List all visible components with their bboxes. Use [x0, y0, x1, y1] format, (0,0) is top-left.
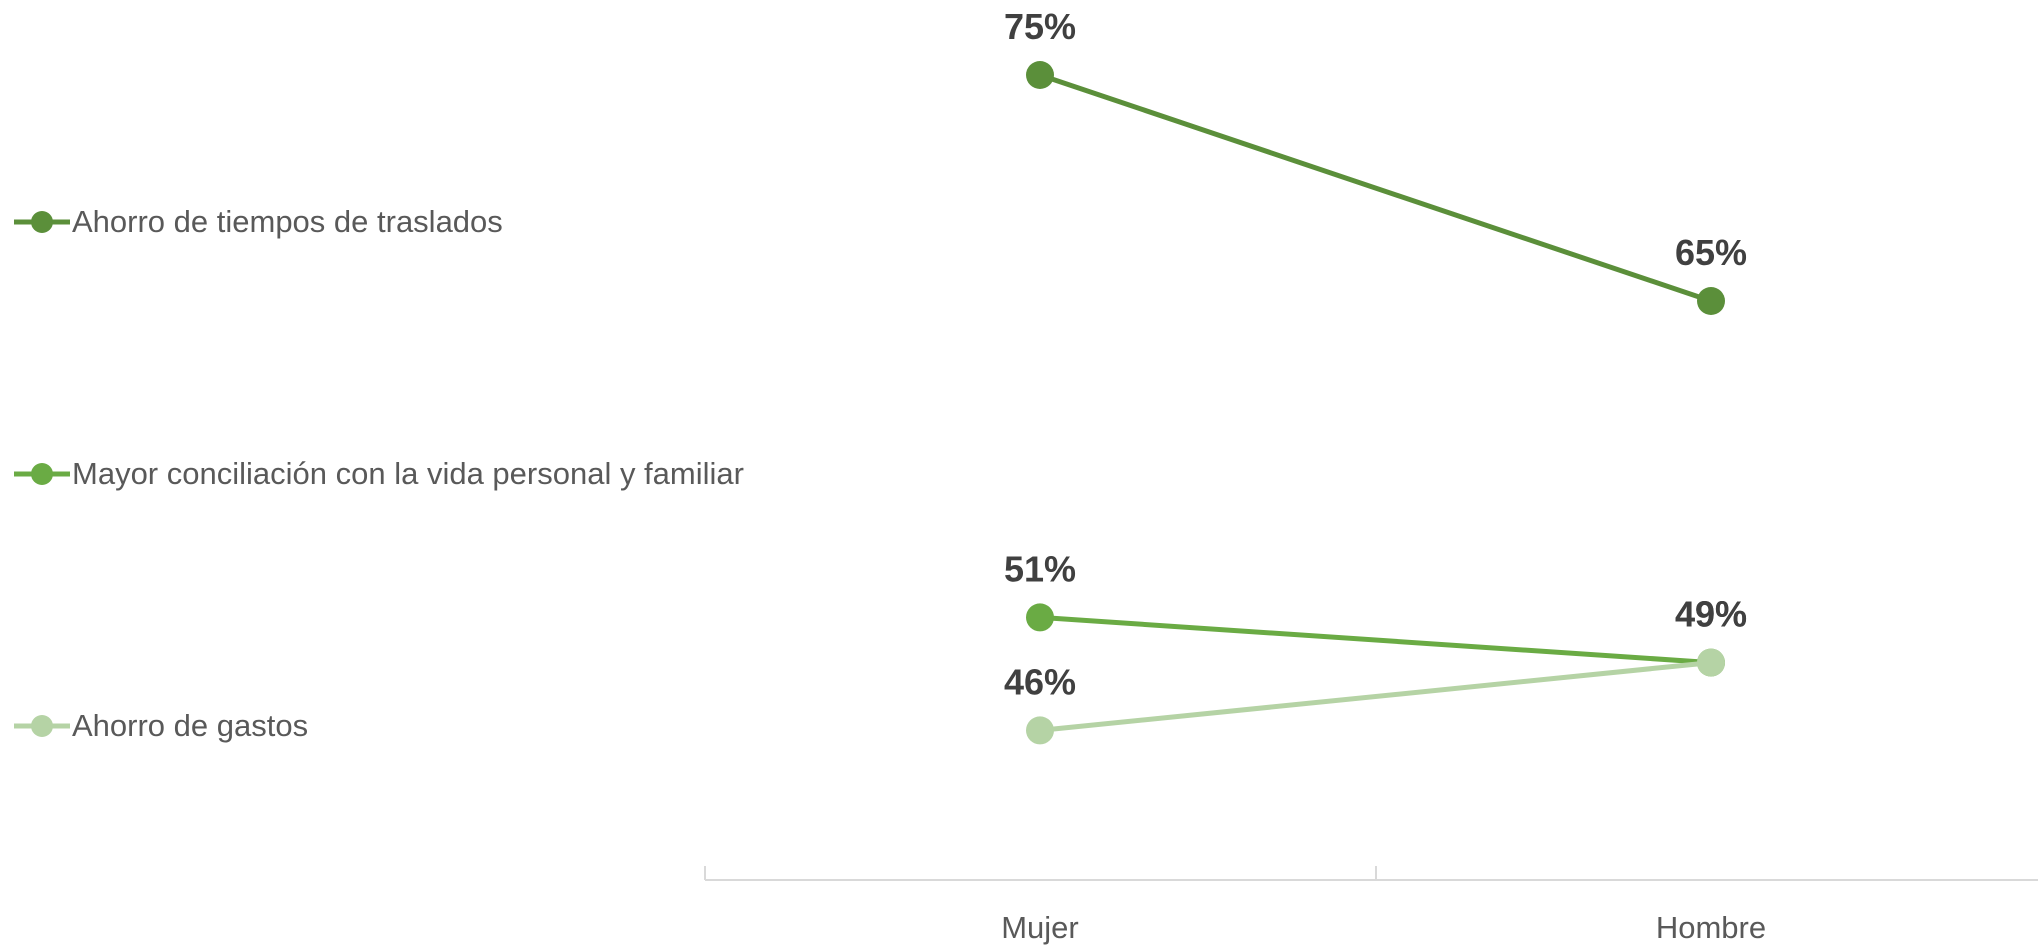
data-label: 65% — [1675, 232, 1747, 273]
data-point — [1026, 603, 1054, 632]
series-line — [1039, 614, 1712, 666]
series-2: 51% 49% — [1004, 548, 1747, 677]
legend-label: Ahorro de gastos — [72, 708, 309, 743]
series-1: 75% 65% — [1004, 6, 1747, 315]
data-point — [1026, 716, 1054, 745]
series-3: 46% 49% — [1004, 594, 1747, 745]
series-line — [1039, 660, 1712, 733]
legend-marker-icon — [14, 715, 70, 737]
data-label: 49% — [1675, 594, 1747, 635]
data-label: 75% — [1004, 6, 1076, 47]
legend-marker-icon — [14, 463, 70, 485]
series-line — [1039, 72, 1712, 304]
data-point — [1697, 287, 1725, 315]
x-tick-label: Mujer — [1001, 910, 1079, 945]
data-point — [1026, 61, 1054, 89]
data-label: 49% — [1675, 594, 1747, 635]
data-label: 51% — [1004, 548, 1076, 589]
x-tick-label: Hombre — [1656, 910, 1766, 945]
data-label: 46% — [1004, 661, 1076, 702]
legend-item: Ahorro de tiempos de traslados — [12, 202, 503, 242]
legend-label: Ahorro de tiempos de traslados — [72, 204, 503, 239]
legend-item: Mayor conciliación con la vida personal … — [12, 454, 744, 494]
legend-label: Mayor conciliación con la vida personal … — [72, 456, 744, 491]
legend-item: Ahorro de gastos — [12, 706, 308, 746]
data-point — [1697, 648, 1725, 677]
legend-marker-icon — [14, 211, 70, 233]
